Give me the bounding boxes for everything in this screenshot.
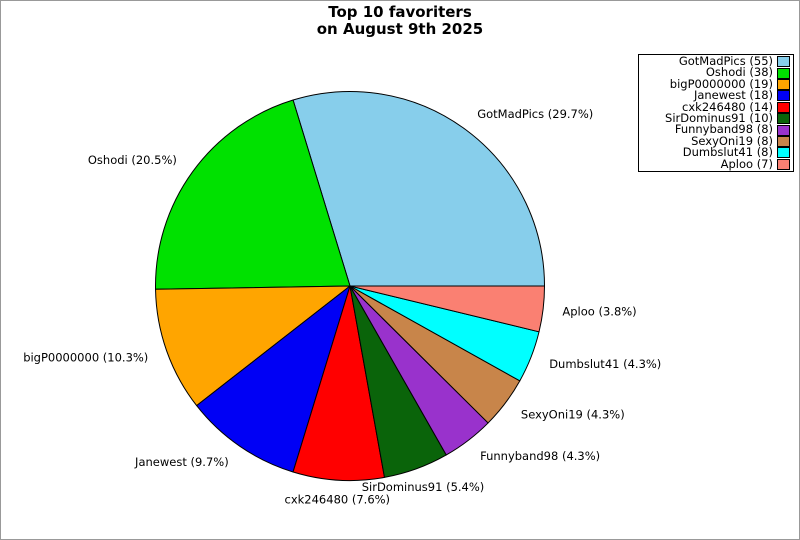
legend-swatch [777,101,790,113]
slice-label-sirdominus91: SirDominus91 (5.4%) [362,480,485,494]
legend-label: Aploo (7) [720,156,773,171]
slice-label-dumbslut41: Dumbslut41 (4.3%) [549,357,661,371]
legend-item-sexyoni19: SexyOni19 (8) [641,133,790,148]
slice-label-sexyoni19: SexyOni19 (4.3%) [521,408,625,422]
legend-item-cxk246480: cxk246480 (14) [641,99,790,114]
slice-label-janewest: Janewest (9.7%) [134,455,229,469]
slice-label-aploo: Aploo (3.8%) [562,304,636,318]
legend-label: Oshodi (38) [705,65,773,80]
slice-label-funnyband98: Funnyband98 (4.3%) [480,449,600,463]
legend-item-aploo: Aploo (7) [641,156,790,171]
legend-swatch [777,56,790,68]
legend-item-gotmadpics: GotMadPics (55) [641,54,790,69]
legend-swatch [777,147,790,159]
slice-label-gotmadpics: GotMadPics (29.7%) [477,107,593,121]
legend-swatch [777,113,790,125]
legend: GotMadPics (55) Oshodi (38) bigP0000000 (1… [638,54,794,172]
legend-swatch [777,67,790,79]
slice-label-bigp0000000: bigP0000000 (10.3%) [23,350,148,364]
pie-slice-aploo [349,285,545,333]
legend-item-janewest: Janewest (18) [641,88,790,103]
legend-swatch [777,90,790,102]
legend-label: GotMadPics (55) [678,54,773,69]
legend-item-sirdominus91: SirDominus91 (10) [641,111,790,125]
slice-label-cxk246480: cxk246480 (7.6%) [285,493,391,507]
legend-label: Dumbslut41 (8) [682,145,773,160]
pie-slice-janewest [196,285,351,473]
legend-swatch [777,135,790,147]
legend-label: Janewest (18) [693,88,773,103]
pie-slice-bigp0000000 [155,285,351,407]
legend-item-funnyband98: Funnyband98 (8) [641,122,790,137]
pie-slice-oshodi [155,99,351,290]
legend-swatch [777,79,790,91]
chart-title: Top 10 favoriters on August 9th 2025 [1,4,799,38]
legend-swatch [777,158,790,170]
legend-label: Funnyband98 (8) [674,122,773,137]
legend-item-dumbslut41: Dumbslut41 (8) [641,145,790,160]
legend-item-oshodi: Oshodi (38) [641,65,790,80]
chart-title-line2: on August 9th 2025 [316,20,484,38]
legend-label: SexyOni19 (8) [691,133,773,148]
pie-slice-gotmadpics [292,91,545,287]
legend-label: cxk246480 (14) [682,99,773,114]
legend-label: bigP0000000 (19) [669,76,773,91]
chart-title-line1: Top 10 favoriters [328,3,472,21]
legend-swatch [777,124,790,136]
slice-label-oshodi: Oshodi (20.5%) [88,153,177,167]
legend-label: SirDominus91 (10) [665,111,773,125]
legend-item-bigp0000000: bigP0000000 (19) [641,76,790,91]
